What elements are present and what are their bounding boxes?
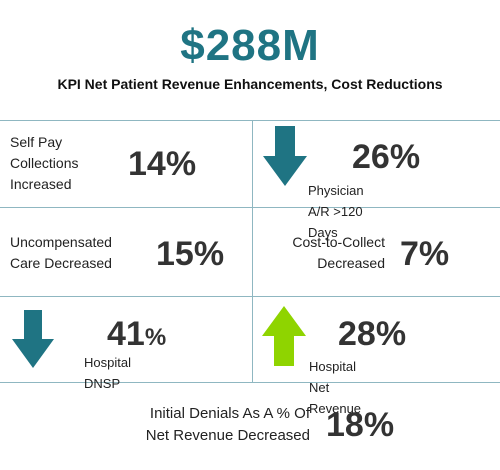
arrow-down-icon — [12, 310, 54, 368]
kpi-label-line: Care Decreased — [10, 255, 112, 271]
kpi-value-unit: % — [144, 324, 167, 351]
kpi-label: Hospital Net Revenue — [309, 359, 362, 416]
kpi-value: 41% — [107, 315, 166, 357]
kpi-label-line: Cost-to-Collect — [292, 234, 385, 250]
kpi-label-line: Net Revenue Decreased — [145, 427, 310, 444]
grid-line-row3 — [0, 382, 500, 383]
kpi-label-line: Initial Denials As A % Of — [149, 405, 310, 422]
kpi-value: 18% — [326, 406, 395, 444]
arrow-down-icon — [263, 126, 307, 186]
kpi-label-line: Increased — [10, 176, 72, 192]
kpi-value: 7% — [400, 235, 450, 273]
kpi-label-line: Self Pay — [10, 134, 63, 150]
arrow-up-icon — [262, 306, 306, 366]
page-subtitle: KPI Net Patient Revenue Enhancements, Co… — [57, 76, 443, 92]
grid-line-row2 — [0, 296, 500, 297]
kpi-value: 15% — [156, 235, 225, 273]
kpi-value-number: 41 — [107, 315, 145, 353]
kpi-value: 26% — [352, 138, 421, 176]
kpi-label-line: Decreased — [317, 255, 385, 271]
grid-line-center — [252, 120, 253, 382]
kpi-value: 14% — [128, 145, 197, 183]
kpi-label-line: Uncompensated — [10, 234, 112, 250]
kpi-value: 28% — [338, 315, 407, 353]
grid-line-top — [0, 120, 500, 121]
kpi-label: Hospital DNSP — [84, 355, 131, 391]
kpi-label-line: Collections — [10, 155, 79, 171]
headline-amount: $288M — [180, 21, 320, 70]
kpi-label: Physician A/R >120 Days — [308, 183, 364, 240]
grid-line-row1 — [0, 207, 500, 208]
